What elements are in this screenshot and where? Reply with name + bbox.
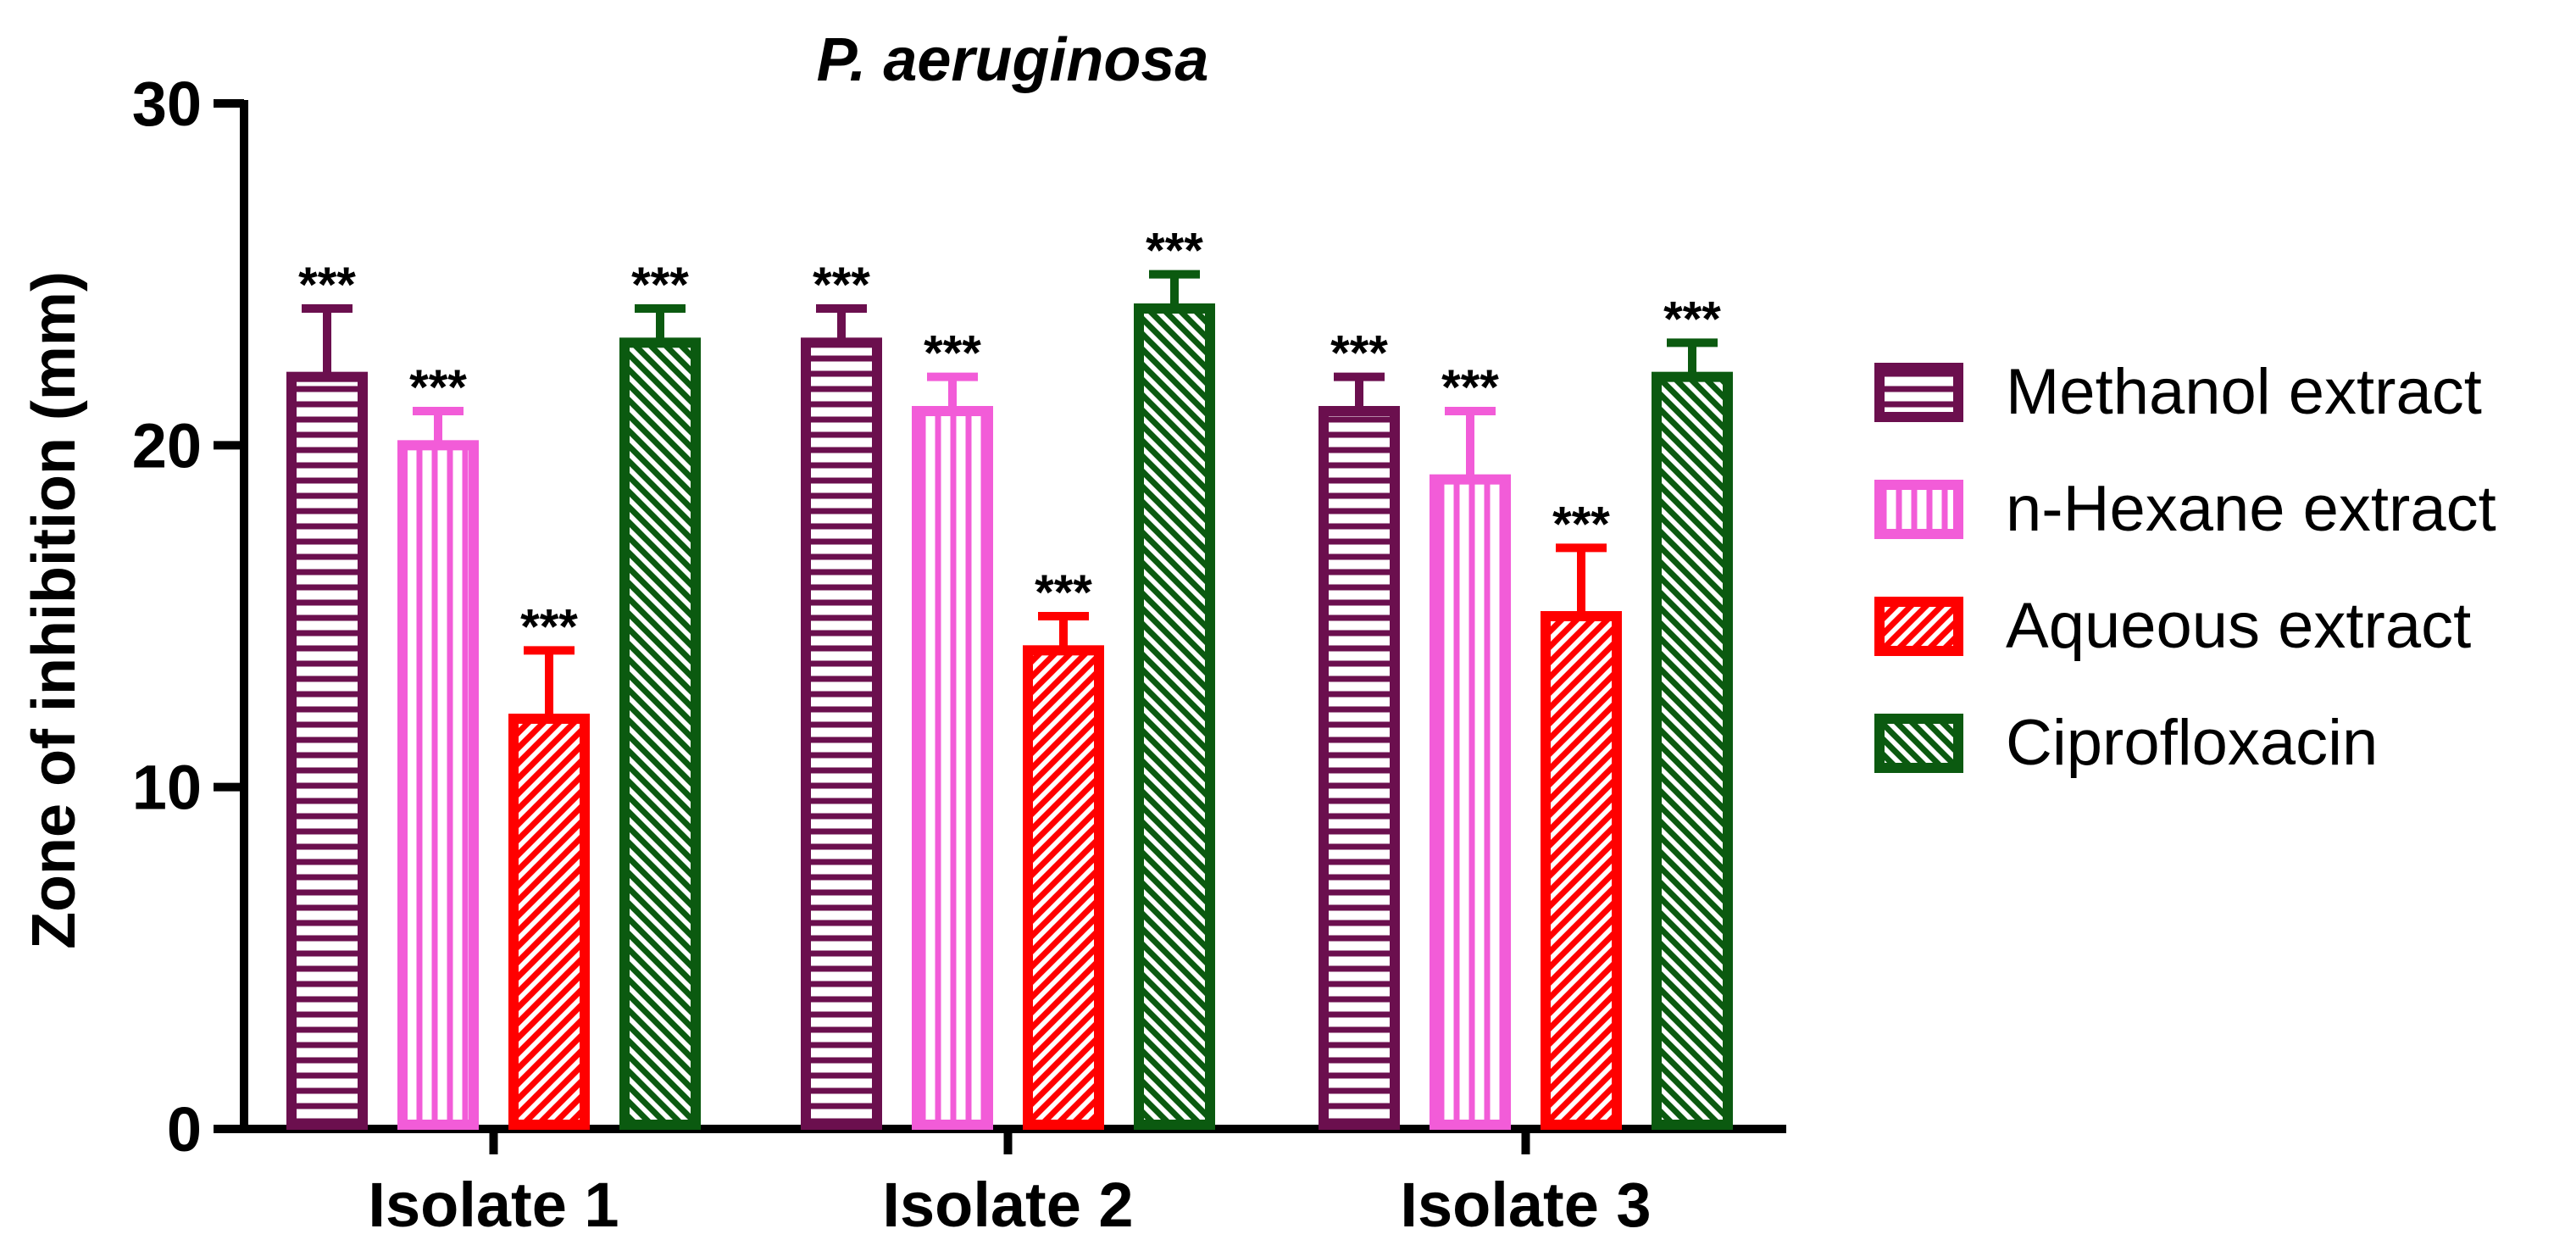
bar xyxy=(801,337,882,1131)
x-tick-label: Isolate 2 xyxy=(882,1170,1133,1240)
legend-label: Methanol extract xyxy=(2006,356,2482,428)
significance-label: *** xyxy=(1146,224,1203,279)
bar xyxy=(1319,406,1400,1130)
legend-item: Aqueous extract xyxy=(1874,590,2471,662)
significance-label: *** xyxy=(631,258,689,313)
significance-label: *** xyxy=(298,258,356,313)
significance-label: *** xyxy=(1330,326,1388,381)
legend-swatch xyxy=(1874,480,1963,539)
y-tick-label: 0 xyxy=(167,1094,202,1165)
significance-label: *** xyxy=(813,258,870,313)
significance-label: *** xyxy=(1441,360,1499,415)
bar xyxy=(912,406,993,1130)
legend-swatch xyxy=(1874,363,1963,422)
bar xyxy=(619,337,701,1131)
legend-label: n-Hexane extract xyxy=(2006,473,2496,545)
bar xyxy=(1430,474,1511,1130)
legend-swatch xyxy=(1874,714,1963,773)
y-tick-label: 30 xyxy=(132,69,202,139)
x-tick-label: Isolate 1 xyxy=(368,1170,619,1240)
legend-swatch xyxy=(1874,597,1963,656)
legend-item: n-Hexane extract xyxy=(1874,473,2496,545)
significance-label: *** xyxy=(409,360,467,415)
significance-label: *** xyxy=(1035,565,1092,620)
bar xyxy=(286,371,368,1130)
x-tick-label: Isolate 3 xyxy=(1400,1170,1651,1240)
bar xyxy=(1023,645,1104,1130)
bar xyxy=(1134,303,1215,1130)
legend-item: Ciprofloxacin xyxy=(1874,707,2378,779)
chart-title: P. aeruginosa xyxy=(817,26,1209,94)
significance-label: *** xyxy=(1552,497,1610,552)
legend-label: Ciprofloxacin xyxy=(2006,707,2378,779)
bars-group: *** *** *** *** Isolate 1 *** *** *** *** Isolate… xyxy=(286,224,1733,1240)
legend-label: Aqueous extract xyxy=(2006,590,2471,662)
y-tick-label: 10 xyxy=(132,753,202,823)
bar xyxy=(508,714,590,1130)
y-axis-label: Zone of inhibition (mm) xyxy=(20,271,88,949)
significance-label: *** xyxy=(1663,292,1721,347)
bar xyxy=(1541,611,1622,1130)
y-tick-label: 20 xyxy=(132,410,202,481)
bar xyxy=(397,440,479,1130)
legend: Methanol extract n-Hexane extract Aqueous … xyxy=(1874,356,2496,779)
legend-item: Methanol extract xyxy=(1874,356,2482,428)
significance-label: *** xyxy=(924,326,981,381)
bar xyxy=(1652,371,1733,1130)
significance-label: *** xyxy=(520,599,578,654)
